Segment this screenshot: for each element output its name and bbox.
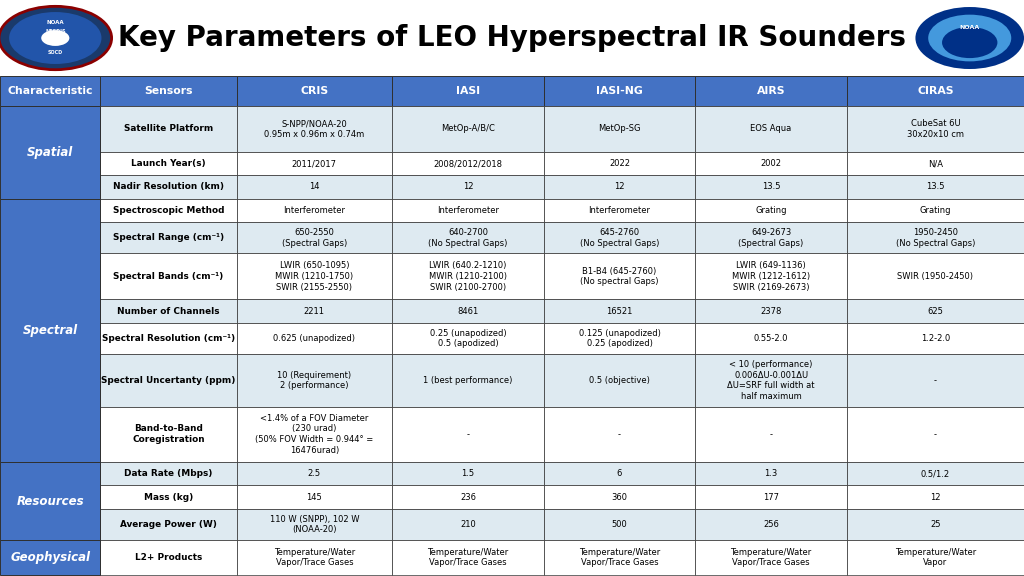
Text: Resources: Resources [16, 495, 84, 507]
Bar [237, 462, 392, 486]
Text: 2008/2012/2018: 2008/2012/2018 [433, 159, 503, 168]
Text: Nadir Resolution (km): Nadir Resolution (km) [113, 183, 224, 191]
Bar [847, 300, 1024, 323]
Bar [392, 253, 544, 300]
Text: 16521: 16521 [606, 306, 633, 316]
Text: Sensors: Sensors [144, 86, 193, 96]
Text: 0.5 (objective): 0.5 (objective) [589, 376, 650, 385]
Text: L2+ Products: L2+ Products [135, 553, 202, 562]
Circle shape [928, 14, 1012, 62]
Text: 12: 12 [930, 492, 941, 502]
Bar [237, 509, 392, 540]
Text: S-NPP/NOAA-20
0.95m x 0.96m x 0.74m: S-NPP/NOAA-20 0.95m x 0.96m x 0.74m [264, 119, 365, 139]
Text: Spatial: Spatial [27, 146, 74, 159]
Bar [695, 323, 847, 354]
Text: EOS Aqua: EOS Aqua [751, 124, 792, 134]
Text: Grating: Grating [920, 206, 951, 215]
Text: Key Parameters of LEO Hyperspectral IR Sounders: Key Parameters of LEO Hyperspectral IR S… [118, 24, 906, 52]
Bar [392, 540, 544, 575]
Bar [695, 486, 847, 509]
Bar [847, 106, 1024, 152]
Text: 236: 236 [460, 492, 476, 502]
Bar [0, 462, 100, 540]
Text: 1950-2450
(No Spectral Gaps): 1950-2450 (No Spectral Gaps) [896, 228, 975, 248]
Bar [544, 540, 695, 575]
Bar [847, 175, 1024, 199]
Bar [392, 509, 544, 540]
Text: AIRS: AIRS [757, 86, 785, 96]
Text: 0.625 (unapodized): 0.625 (unapodized) [273, 334, 355, 343]
Text: -: - [467, 430, 469, 439]
Bar [847, 407, 1024, 462]
Bar [695, 175, 847, 199]
Text: LWIR (649-1136)
MWIR (1212-1612)
SWIR (2169-2673): LWIR (649-1136) MWIR (1212-1612) SWIR (2… [732, 261, 810, 291]
Text: 2002: 2002 [761, 159, 781, 168]
Bar [237, 323, 392, 354]
Text: CubeSat 6U
30x20x10 cm: CubeSat 6U 30x20x10 cm [907, 119, 964, 139]
Bar [100, 540, 237, 575]
Bar [544, 354, 695, 407]
Bar [392, 222, 544, 253]
Bar [237, 152, 392, 175]
Text: 645-2760
(No Spectral Gaps): 645-2760 (No Spectral Gaps) [580, 228, 659, 248]
Text: Satellite Platform: Satellite Platform [124, 124, 213, 134]
Bar [100, 175, 237, 199]
Text: NOAA: NOAA [46, 20, 65, 25]
Bar [392, 106, 544, 152]
Bar [695, 106, 847, 152]
Bar [100, 486, 237, 509]
Text: 256: 256 [763, 520, 779, 529]
Text: Spectral Range (cm⁻¹): Spectral Range (cm⁻¹) [113, 233, 224, 242]
Bar [100, 407, 237, 462]
Bar [847, 354, 1024, 407]
Bar [237, 222, 392, 253]
Text: Interferometer: Interferometer [589, 206, 650, 215]
Text: 1.5: 1.5 [462, 469, 474, 478]
Text: Interferometer: Interferometer [284, 206, 345, 215]
Bar [237, 407, 392, 462]
Bar [695, 253, 847, 300]
Text: < 10 (performance)
0.006ΔU-0.001ΔU
ΔU=SRF full width at
half maximum: < 10 (performance) 0.006ΔU-0.001ΔU ΔU=SR… [727, 360, 815, 401]
Bar [695, 199, 847, 222]
Text: -: - [770, 430, 772, 439]
Text: LWIR (650-1095)
MWIR (1210-1750)
SWIR (2155-2550): LWIR (650-1095) MWIR (1210-1750) SWIR (2… [275, 261, 353, 291]
Text: Interferometer: Interferometer [437, 206, 499, 215]
Bar [544, 509, 695, 540]
Bar [544, 76, 695, 106]
Bar [544, 199, 695, 222]
Bar [100, 300, 237, 323]
Text: 6: 6 [616, 469, 623, 478]
Bar [100, 253, 237, 300]
Bar [695, 354, 847, 407]
Bar [847, 199, 1024, 222]
Text: Grating: Grating [756, 206, 786, 215]
Bar [237, 106, 392, 152]
Text: CIRAS: CIRAS [918, 86, 953, 96]
Bar [100, 222, 237, 253]
Bar [100, 76, 237, 106]
Text: LWIR (640.2-1210)
MWIR (1210-2100)
SWIR (2100-2700): LWIR (640.2-1210) MWIR (1210-2100) SWIR … [429, 261, 507, 291]
Text: 649-2673
(Spectral Gaps): 649-2673 (Spectral Gaps) [738, 228, 804, 248]
Bar [695, 540, 847, 575]
Bar [544, 323, 695, 354]
Text: 145: 145 [306, 492, 323, 502]
Text: Temperature/Water
Vapor: Temperature/Water Vapor [895, 548, 976, 567]
Bar [392, 76, 544, 106]
Bar [392, 462, 544, 486]
Text: IASI: IASI [456, 86, 480, 96]
Bar [695, 300, 847, 323]
Bar [695, 222, 847, 253]
Bar [544, 462, 695, 486]
Bar [847, 486, 1024, 509]
Bar [695, 462, 847, 486]
Text: 360: 360 [611, 492, 628, 502]
Bar [847, 509, 1024, 540]
Text: Data Rate (Mbps): Data Rate (Mbps) [124, 469, 213, 478]
Bar [100, 509, 237, 540]
Bar [100, 323, 237, 354]
Text: 1.2-2.0: 1.2-2.0 [921, 334, 950, 343]
Text: 640-2700
(No Spectral Gaps): 640-2700 (No Spectral Gaps) [428, 228, 508, 248]
Text: 14: 14 [309, 183, 319, 191]
Bar [0, 106, 100, 199]
Text: 13.5: 13.5 [926, 183, 945, 191]
